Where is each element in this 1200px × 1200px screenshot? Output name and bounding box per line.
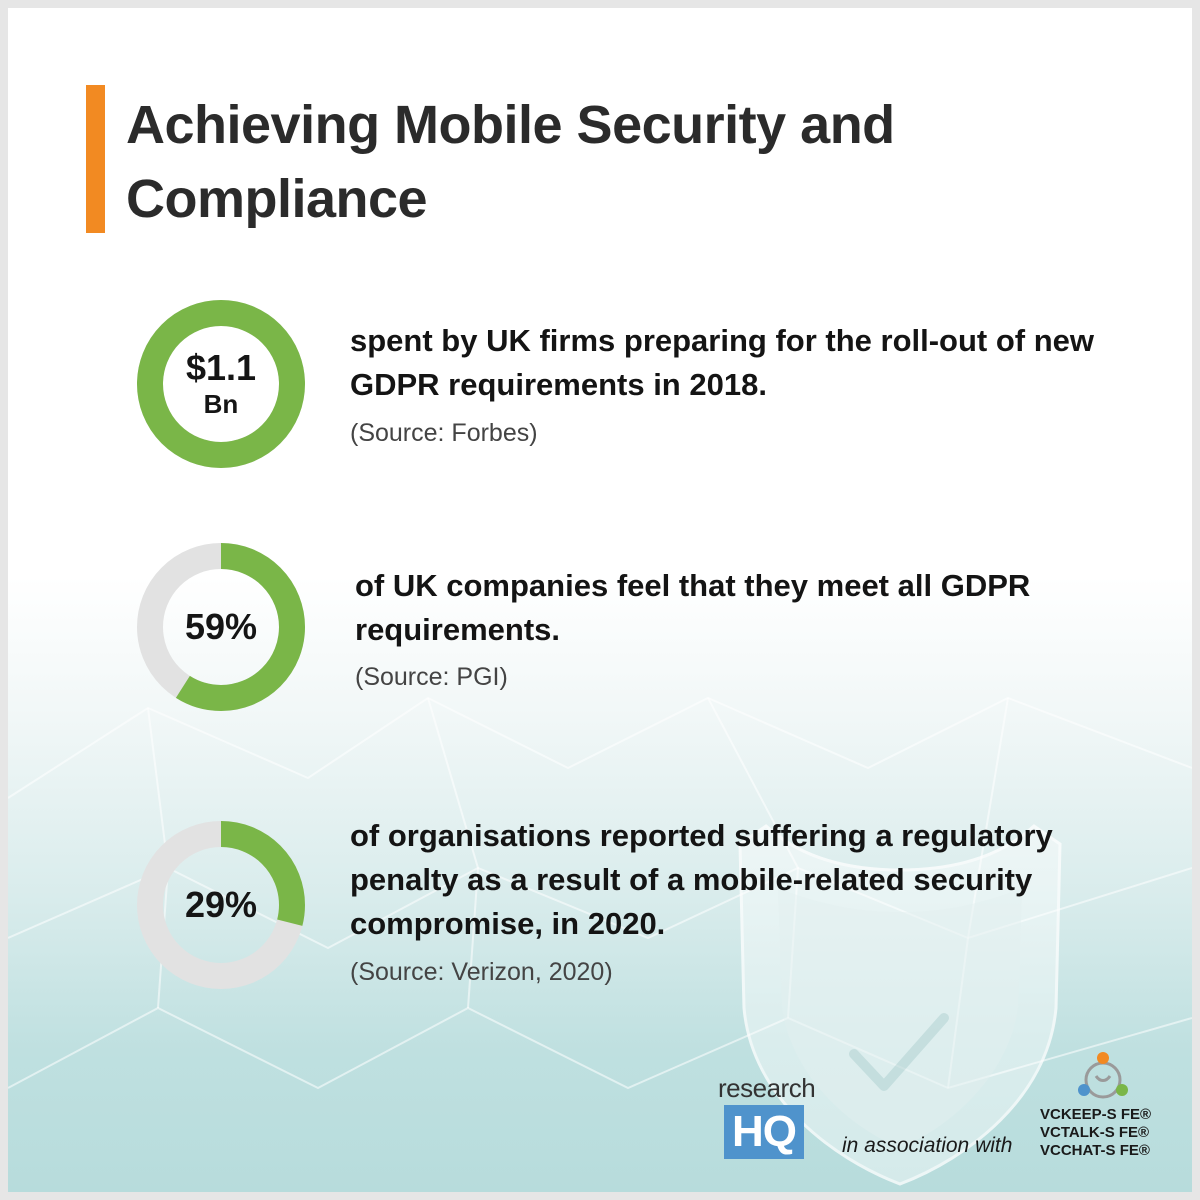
partner-brand: VCCHAT-S FE® bbox=[1040, 1142, 1150, 1159]
stat-ring-3 bbox=[137, 821, 305, 989]
stat-value-unit: Bn bbox=[203, 389, 239, 419]
stat-source-2: (Source: PGI) bbox=[355, 663, 508, 691]
stat-description-1: spent by UK firms preparing for the roll… bbox=[350, 323, 1095, 402]
stat-value-main: $1.1 bbox=[185, 347, 257, 388]
infographic-canvas: Achieving Mobile Security and Compliance… bbox=[8, 8, 1192, 1192]
stat-ring-1 bbox=[137, 300, 305, 468]
shield-check-icon bbox=[738, 824, 1062, 1186]
stat-ring-2 bbox=[137, 543, 305, 711]
stat-source-1: (Source: Forbes) bbox=[350, 419, 538, 447]
partner-brand: VCKEEP-S FE® bbox=[1040, 1106, 1152, 1123]
stat-description-2: of UK companies feel that they meet all … bbox=[355, 568, 1031, 647]
people-circle-logo-icon bbox=[1078, 1052, 1128, 1099]
partner-brand-list: VCKEEP-S FE® VCTALK-S FE® VCCHAT-S FE® bbox=[1040, 1106, 1151, 1160]
page-title: Achieving Mobile Security and Compliance bbox=[126, 95, 895, 229]
stat-source-3: (Source: Verizon, 2020) bbox=[350, 958, 613, 986]
ring-progress bbox=[137, 300, 305, 468]
ring-progress bbox=[137, 821, 305, 989]
title-accent-bar bbox=[86, 85, 105, 233]
stat-value-main: 59% bbox=[184, 606, 258, 647]
stat-value-1: $1.1 Bn bbox=[135, 298, 307, 470]
research-hq-logo: HQ bbox=[724, 1105, 804, 1159]
association-text: in association with bbox=[842, 1134, 1013, 1157]
research-hq-wordmark: research bbox=[718, 1073, 816, 1103]
partner-brand: VCTALK-S FE® bbox=[1040, 1124, 1150, 1141]
stat-value-3: 29% bbox=[135, 819, 307, 991]
ring-progress bbox=[137, 543, 305, 711]
background-decoration bbox=[8, 696, 1192, 1186]
stat-value-2: 59% bbox=[135, 541, 307, 713]
stat-description-3: of organisations reported suffering a re… bbox=[350, 818, 1053, 941]
stat-value-main: 29% bbox=[184, 884, 258, 925]
